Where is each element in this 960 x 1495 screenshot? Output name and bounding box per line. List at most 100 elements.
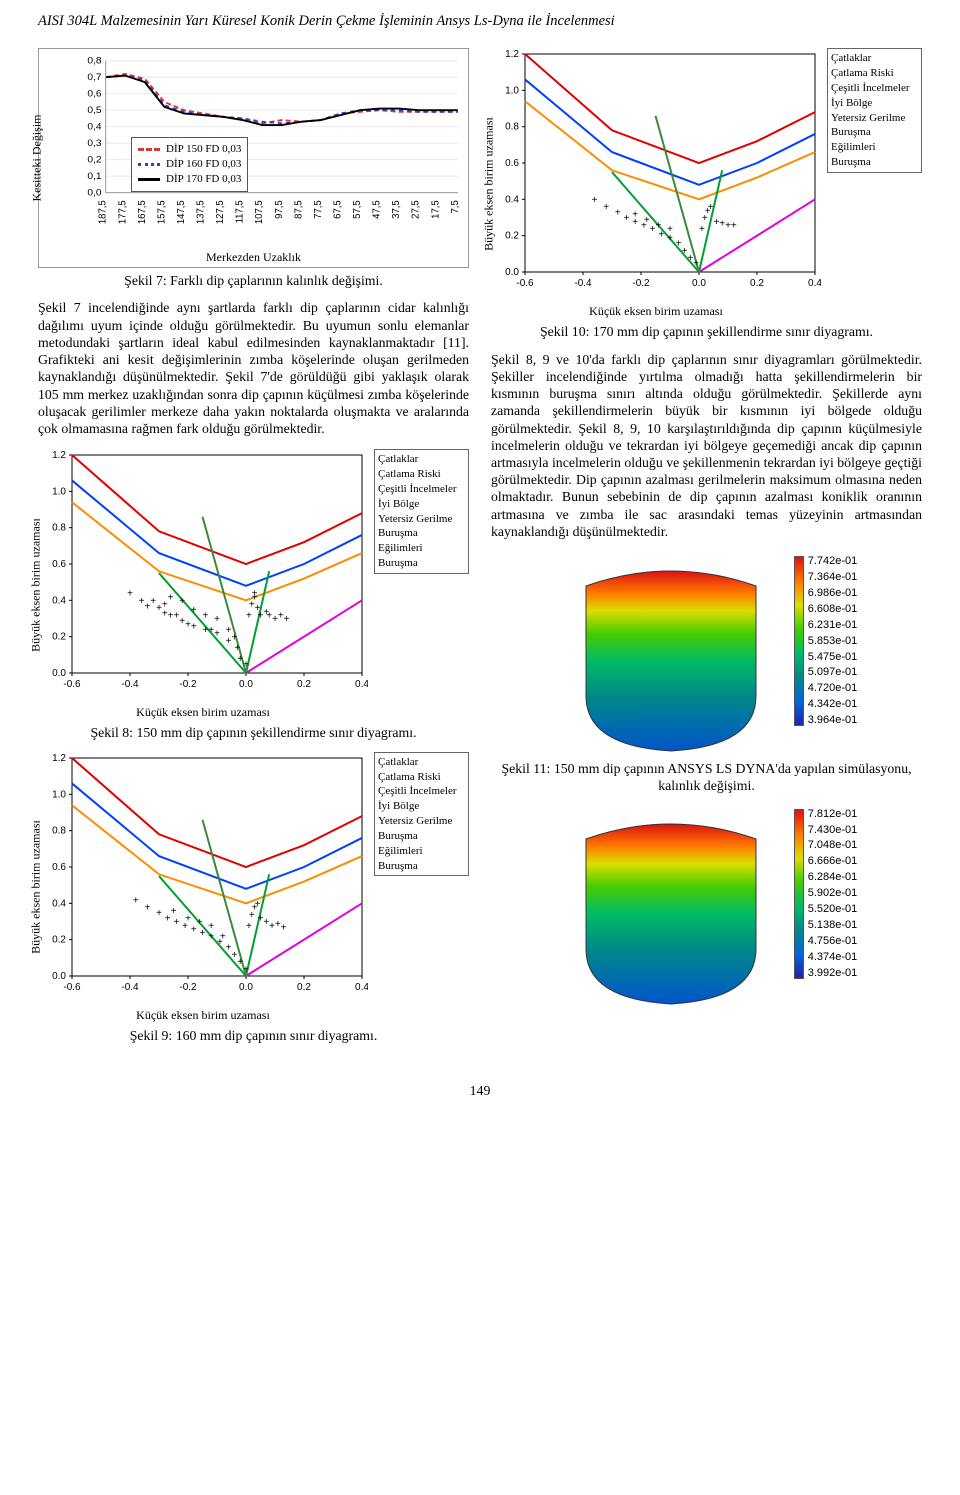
fig7-legend-0: DİP 150 FD 0,03: [166, 142, 241, 157]
svg-text:147,5: 147,5: [176, 200, 187, 224]
fig10-xlabel: Küçük eksen birim uzaması: [491, 304, 821, 319]
svg-text:47,5: 47,5: [371, 200, 382, 219]
svg-text:0.0: 0.0: [239, 679, 253, 690]
fig10-legend: Çatlaklar Çatlama Riski Çeşitli İncelmel…: [827, 48, 922, 173]
svg-text:+: +: [208, 931, 214, 942]
svg-text:1.2: 1.2: [52, 450, 66, 461]
svg-text:+: +: [127, 589, 133, 600]
svg-text:87,5: 87,5: [293, 200, 304, 219]
fig12-colorbar: [794, 809, 804, 979]
paragraph-1: Şekil 7 incelendiğinde aynı şartlarda fa…: [38, 299, 469, 437]
svg-text:+: +: [252, 589, 258, 600]
svg-text:37,5: 37,5: [391, 200, 402, 219]
fig7-legend-2: DİP 170 FD 0,03: [166, 172, 241, 187]
svg-text:-0.6: -0.6: [63, 679, 81, 690]
paragraph-2: Şekil 8, 9 ve 10'da farklı dip çaplarını…: [491, 351, 922, 541]
svg-text:7,5: 7,5: [450, 200, 461, 214]
svg-text:+: +: [191, 605, 197, 616]
svg-text:+: +: [191, 622, 197, 633]
svg-text:+: +: [202, 611, 208, 622]
svg-text:-0.4: -0.4: [574, 278, 592, 289]
svg-text:+: +: [214, 629, 220, 640]
svg-text:57,5: 57,5: [352, 200, 363, 219]
svg-text:0,4: 0,4: [87, 122, 102, 133]
svg-text:1.0: 1.0: [505, 85, 519, 96]
fig11-scale: 7.742e-017.364e-016.986e-016.608e-016.23…: [808, 556, 858, 726]
svg-text:+: +: [655, 221, 661, 232]
svg-text:107,5: 107,5: [254, 200, 265, 224]
svg-text:-0.6: -0.6: [516, 278, 534, 289]
svg-text:+: +: [156, 908, 162, 919]
svg-text:0.4: 0.4: [355, 679, 368, 690]
svg-text:0.6: 0.6: [52, 862, 66, 873]
svg-text:+: +: [234, 643, 240, 654]
svg-text:0.8: 0.8: [52, 523, 66, 534]
svg-text:+: +: [632, 210, 638, 221]
fig8-caption: Şekil 8: 150 mm dip çapının şekillendirm…: [38, 724, 469, 741]
svg-text:+: +: [624, 213, 630, 224]
fig12-sim: [556, 809, 786, 1009]
svg-text:0.0: 0.0: [505, 267, 519, 278]
fig7-legend: DİP 150 FD 0,03 DİP 160 FD 0,03 DİP 170 …: [131, 137, 248, 192]
svg-text:1.0: 1.0: [52, 487, 66, 498]
svg-text:27,5: 27,5: [410, 200, 421, 219]
svg-text:0.0: 0.0: [692, 278, 706, 289]
svg-text:0.2: 0.2: [52, 632, 66, 643]
svg-text:+: +: [243, 660, 249, 671]
svg-text:+: +: [644, 215, 650, 226]
svg-text:137,5: 137,5: [195, 200, 206, 224]
fig9-chart: Büyük eksen birim uzaması 0.00.20.40.60.…: [38, 752, 368, 1023]
fig7-xlabel: Merkezden Uzaklık: [39, 250, 468, 265]
fig8-legend: Çatlaklar Çatlama Riski Çeşitli İncelmel…: [374, 449, 469, 574]
svg-text:167,5: 167,5: [137, 200, 148, 224]
fig9-ylabel: Büyük eksen birim uzaması: [29, 820, 44, 954]
fig8-xlabel: Küçük eksen birim uzaması: [38, 705, 368, 720]
svg-text:-0.2: -0.2: [179, 982, 197, 993]
svg-text:0.4: 0.4: [52, 898, 66, 909]
svg-text:+: +: [243, 964, 249, 975]
svg-text:+: +: [281, 922, 287, 933]
left-column: Kesitteki Değişim 0,00,10,20,30,40,50,60…: [38, 48, 469, 1054]
svg-text:0.2: 0.2: [750, 278, 764, 289]
svg-text:+: +: [133, 895, 139, 906]
svg-text:+: +: [220, 931, 226, 942]
svg-text:0.4: 0.4: [355, 982, 368, 993]
svg-text:157,5: 157,5: [156, 200, 167, 224]
svg-text:+: +: [144, 902, 150, 913]
svg-text:0.2: 0.2: [297, 679, 311, 690]
svg-text:0.8: 0.8: [52, 825, 66, 836]
svg-text:+: +: [197, 917, 203, 928]
svg-text:+: +: [615, 208, 621, 219]
svg-text:+: +: [731, 221, 737, 232]
svg-text:+: +: [246, 611, 252, 622]
svg-text:0,6: 0,6: [87, 89, 102, 100]
page-number: 149: [38, 1082, 922, 1099]
svg-text:+: +: [214, 614, 220, 625]
svg-text:0.0: 0.0: [52, 668, 66, 679]
svg-text:17,5: 17,5: [430, 200, 441, 219]
svg-text:+: +: [667, 224, 673, 235]
svg-text:-0.2: -0.2: [179, 679, 197, 690]
page-title: AISI 304L Malzemesinin Yarı Küresel Koni…: [38, 12, 922, 30]
svg-text:+: +: [200, 928, 206, 939]
svg-text:0,2: 0,2: [87, 155, 101, 166]
svg-text:+: +: [255, 899, 261, 910]
svg-text:+: +: [284, 614, 290, 625]
svg-text:1.2: 1.2: [52, 753, 66, 764]
svg-text:0.6: 0.6: [505, 158, 519, 169]
fig7-ylabel: Kesitteki Değişim: [30, 115, 45, 202]
fig9-xlabel: Küçük eksen birim uzaması: [38, 1008, 368, 1023]
svg-text:+: +: [231, 633, 237, 644]
fig7-chart: Kesitteki Değişim 0,00,10,20,30,40,50,60…: [38, 48, 469, 268]
svg-text:0.8: 0.8: [505, 122, 519, 133]
svg-text:0,5: 0,5: [87, 105, 102, 116]
svg-text:117,5: 117,5: [234, 200, 245, 224]
svg-text:0.2: 0.2: [52, 934, 66, 945]
svg-text:-0.4: -0.4: [121, 982, 139, 993]
svg-text:+: +: [603, 202, 609, 213]
svg-text:+: +: [208, 920, 214, 931]
fig10-ylabel: Büyük eksen birim uzaması: [482, 117, 497, 251]
fig11-sim: [556, 556, 786, 756]
svg-text:+: +: [185, 913, 191, 924]
svg-text:187,5: 187,5: [97, 200, 108, 224]
